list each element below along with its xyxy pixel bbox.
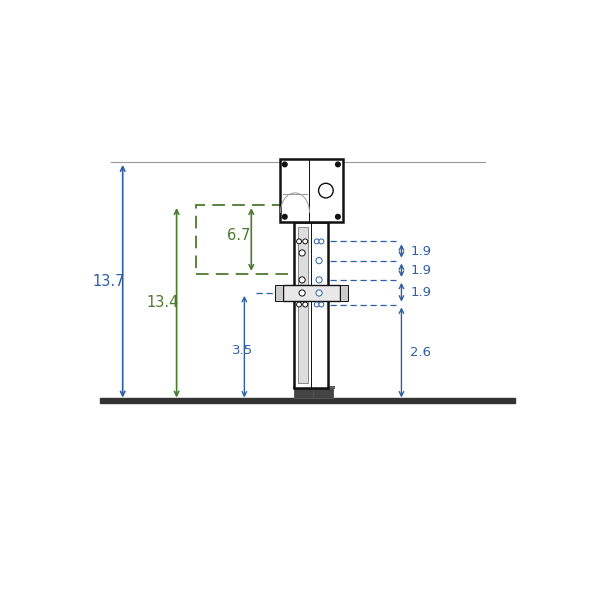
Circle shape [335, 214, 340, 219]
Circle shape [319, 183, 333, 198]
Circle shape [283, 162, 287, 167]
Circle shape [319, 302, 324, 307]
Text: 6.7: 6.7 [227, 228, 251, 243]
Circle shape [314, 239, 319, 244]
Circle shape [299, 290, 305, 296]
Text: 2.6: 2.6 [410, 346, 431, 359]
Bar [100, 398, 515, 403]
Bar [295, 222, 328, 388]
Text: 1.9: 1.9 [410, 264, 431, 277]
Circle shape [299, 250, 305, 256]
Bar [340, 285, 347, 301]
Bar [313, 388, 333, 398]
Circle shape [319, 239, 324, 244]
Circle shape [283, 214, 287, 219]
Bar [275, 285, 283, 301]
Text: 13.7: 13.7 [92, 274, 125, 289]
Circle shape [316, 257, 322, 264]
Circle shape [296, 239, 301, 244]
Circle shape [316, 277, 322, 283]
Bar [196, 205, 315, 274]
Circle shape [303, 239, 308, 244]
Bar [311, 386, 334, 388]
Text: 3.5: 3.5 [232, 344, 253, 357]
Circle shape [299, 277, 305, 283]
Bar [283, 284, 340, 301]
Bar [295, 388, 314, 398]
Text: 1.9: 1.9 [410, 286, 431, 299]
Text: 1.9: 1.9 [410, 245, 431, 257]
Circle shape [303, 302, 308, 307]
Circle shape [335, 162, 340, 167]
Circle shape [316, 290, 322, 296]
Text: 13.4: 13.4 [146, 295, 179, 310]
Bar [298, 227, 308, 383]
Bar [280, 159, 343, 222]
Circle shape [314, 302, 319, 307]
Circle shape [296, 302, 301, 307]
Bar [293, 386, 316, 388]
